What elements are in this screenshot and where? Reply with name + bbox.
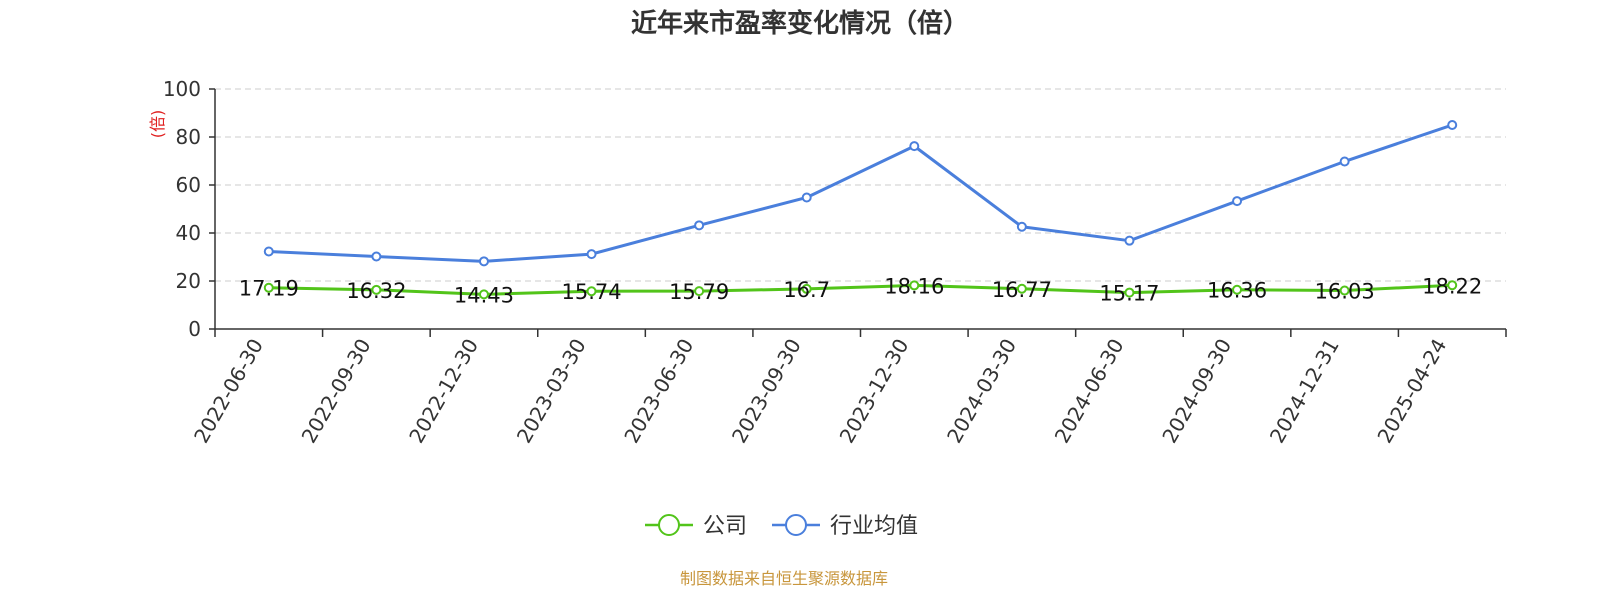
y-tick-label: 100: [163, 77, 201, 101]
data-point[interactable]: [263, 282, 274, 293]
legend-circle-icon: [658, 514, 680, 536]
data-label: 16.77: [992, 278, 1052, 302]
series-line-0: [268, 283, 1453, 296]
grid-lines: [215, 88, 1506, 282]
data-point[interactable]: [371, 251, 382, 262]
data-labels: 17.19 16.32 14.43 15.74 15.79 16.7 18.16 16.77 1…: [239, 274, 1483, 307]
data-label: 15.17: [1099, 282, 1159, 306]
data-point[interactable]: [478, 256, 489, 267]
data-label: 16.7: [783, 278, 830, 302]
x-tick-label: 2023-12-30: [835, 335, 914, 448]
data-point[interactable]: [1016, 221, 1027, 232]
data-label: 17.19: [239, 277, 299, 301]
x-tick-label: 2025-04-24: [1372, 335, 1451, 448]
data-point[interactable]: [1447, 120, 1458, 130]
legend[interactable]: 公司 行业均值: [645, 514, 918, 539]
data-label: 18.16: [884, 274, 944, 298]
data-source-note: 制图数据来自恒生聚源数据库: [680, 569, 888, 588]
legend-label: 行业均值: [830, 514, 918, 539]
data-point[interactable]: [586, 249, 597, 260]
data-point[interactable]: [909, 141, 920, 152]
data-point[interactable]: [586, 286, 597, 297]
x-tick-label: 2023-03-30: [512, 335, 591, 448]
x-tick-label: 2024-06-30: [1050, 335, 1129, 448]
legend-item-1[interactable]: 行业均值: [772, 514, 918, 539]
data-point[interactable]: [371, 284, 382, 295]
legend-label: 公司: [703, 514, 747, 539]
x-tick-label: 2024-09-30: [1157, 335, 1236, 448]
axes: 0 20 40 60 80 100 2022-06-30 2022-09-30 2022-12-…: [163, 77, 1507, 448]
series-layer: [263, 120, 1458, 300]
data-label: 15.79: [669, 280, 729, 304]
data-point[interactable]: [694, 286, 705, 297]
y-axis-label: (倍): [148, 110, 167, 139]
data-point[interactable]: [909, 280, 920, 291]
data-label: 14.43: [454, 283, 514, 307]
data-label: 16.03: [1315, 280, 1375, 304]
data-label: 15.74: [561, 280, 621, 304]
data-point[interactable]: [263, 246, 274, 257]
y-tick-label: 40: [176, 221, 201, 245]
data-label: 18.22: [1422, 274, 1482, 298]
chart-title: 近年来市盈率变化情况（倍）: [631, 8, 969, 39]
y-tick-label: 20: [176, 269, 201, 293]
data-point[interactable]: [1447, 280, 1458, 291]
data-point[interactable]: [1124, 287, 1135, 298]
data-point[interactable]: [1016, 283, 1027, 294]
legend-circle-icon: [785, 514, 807, 536]
x-tick-label: 2023-06-30: [619, 335, 698, 448]
x-tick-label: 2023-09-30: [727, 335, 806, 448]
y-tick-label: 0: [188, 317, 201, 341]
data-point[interactable]: [801, 192, 812, 203]
series-line-1: [268, 123, 1453, 263]
x-tick-label: 2022-12-30: [404, 335, 483, 448]
data-point[interactable]: [1339, 285, 1350, 296]
data-point[interactable]: [1124, 235, 1135, 246]
x-tick-label: 2022-09-30: [297, 335, 376, 448]
data-label: 16.32: [346, 279, 406, 303]
x-tick-label: 2024-03-30: [942, 335, 1021, 448]
x-tick-label: 2024-12-31: [1265, 335, 1344, 448]
data-point[interactable]: [478, 289, 489, 300]
data-point[interactable]: [801, 283, 812, 294]
data-label: 16.36: [1207, 279, 1267, 303]
data-point[interactable]: [694, 220, 705, 231]
data-point[interactable]: [1232, 284, 1243, 295]
data-point[interactable]: [1339, 156, 1350, 167]
y-tick-label: 60: [176, 173, 201, 197]
x-tick-label: 2022-06-30: [189, 335, 268, 448]
data-point[interactable]: [1232, 196, 1243, 207]
legend-item-0[interactable]: 公司: [645, 514, 747, 539]
y-tick-label: 80: [176, 125, 201, 149]
